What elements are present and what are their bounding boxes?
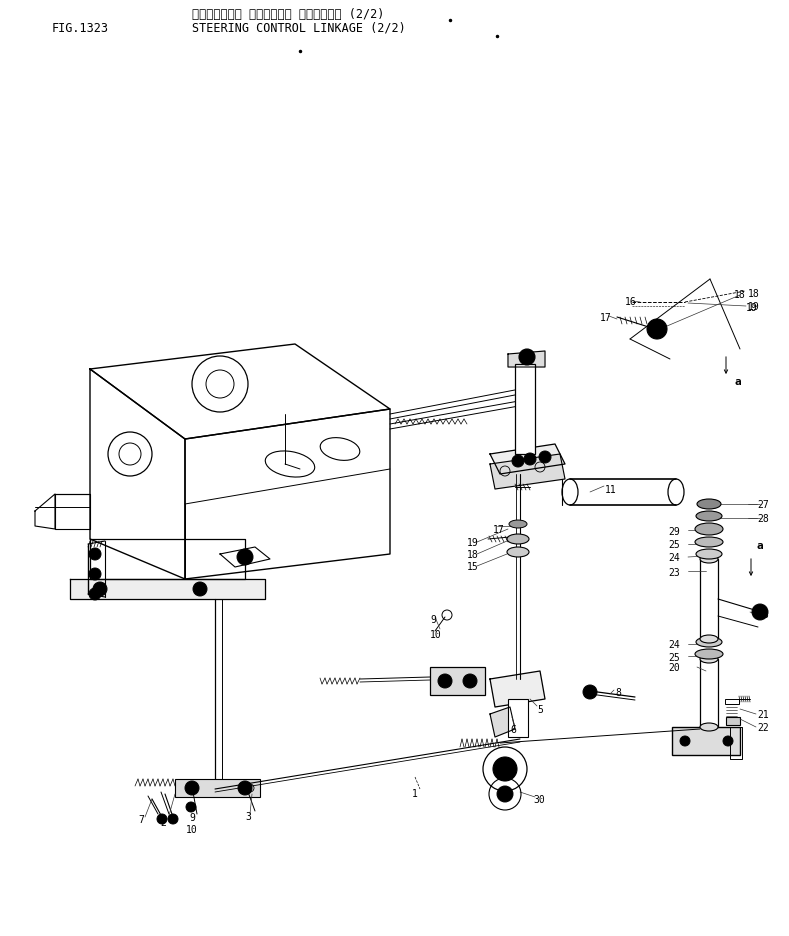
- Ellipse shape: [700, 724, 718, 731]
- Text: STEERING CONTROL LINKAGE (2/2): STEERING CONTROL LINKAGE (2/2): [192, 22, 406, 35]
- Circle shape: [583, 685, 597, 699]
- Ellipse shape: [695, 537, 723, 548]
- Bar: [725, 699, 739, 704]
- Text: 6: 6: [510, 724, 516, 734]
- Text: 3: 3: [245, 812, 251, 821]
- Text: 23: 23: [668, 567, 680, 578]
- Circle shape: [723, 737, 733, 746]
- Ellipse shape: [700, 555, 718, 563]
- Circle shape: [89, 568, 101, 580]
- Bar: [508, 699, 528, 738]
- Text: 27: 27: [757, 500, 768, 509]
- Text: a: a: [735, 376, 742, 387]
- Text: 26: 26: [757, 609, 768, 620]
- Circle shape: [512, 456, 524, 467]
- Bar: [672, 727, 740, 755]
- Circle shape: [157, 814, 167, 824]
- Text: 10: 10: [186, 824, 198, 834]
- Text: ステアリングゝ コントロール リンケージゝ (2/2): ステアリングゝ コントロール リンケージゝ (2/2): [192, 7, 384, 21]
- Text: 22: 22: [757, 723, 768, 732]
- Polygon shape: [90, 539, 245, 579]
- Circle shape: [238, 782, 252, 796]
- Bar: [700, 560, 718, 639]
- Circle shape: [185, 782, 199, 796]
- Circle shape: [186, 802, 196, 812]
- Text: 19: 19: [467, 537, 479, 548]
- Circle shape: [493, 757, 517, 782]
- Polygon shape: [490, 671, 545, 708]
- Text: 18: 18: [735, 289, 746, 300]
- Text: 9: 9: [189, 812, 195, 822]
- Polygon shape: [185, 410, 390, 579]
- Ellipse shape: [697, 500, 721, 509]
- Bar: [700, 659, 718, 727]
- Text: 25: 25: [668, 539, 680, 549]
- Text: 18: 18: [467, 549, 479, 560]
- Circle shape: [89, 548, 101, 561]
- Text: 18: 18: [748, 288, 760, 299]
- Text: 17: 17: [493, 524, 505, 534]
- Text: 17: 17: [600, 313, 611, 323]
- Circle shape: [193, 582, 207, 596]
- Text: 7: 7: [138, 814, 144, 824]
- Ellipse shape: [700, 655, 718, 664]
- Text: FIG.1323: FIG.1323: [52, 22, 109, 35]
- Bar: [726, 717, 740, 725]
- Polygon shape: [90, 344, 390, 440]
- Circle shape: [680, 737, 690, 746]
- Text: 8: 8: [615, 687, 621, 697]
- Circle shape: [463, 674, 477, 688]
- Text: 24: 24: [668, 552, 680, 563]
- Polygon shape: [90, 370, 185, 579]
- Text: 19: 19: [748, 301, 760, 312]
- Ellipse shape: [507, 548, 529, 558]
- Polygon shape: [490, 708, 515, 738]
- Circle shape: [539, 451, 551, 463]
- Polygon shape: [55, 494, 90, 530]
- Text: 20: 20: [668, 663, 680, 672]
- Bar: [175, 779, 260, 797]
- Text: 29: 29: [668, 526, 680, 536]
- Text: 21: 21: [757, 709, 768, 719]
- Ellipse shape: [696, 549, 722, 560]
- Text: 1: 1: [412, 788, 418, 798]
- Text: 30: 30: [533, 794, 544, 804]
- Circle shape: [438, 674, 452, 688]
- Circle shape: [519, 350, 535, 366]
- Circle shape: [237, 549, 253, 565]
- Ellipse shape: [696, 637, 722, 648]
- Ellipse shape: [695, 650, 723, 659]
- Circle shape: [93, 582, 107, 596]
- Text: 9: 9: [430, 614, 436, 624]
- Ellipse shape: [507, 534, 529, 545]
- Polygon shape: [70, 579, 265, 599]
- Circle shape: [524, 454, 536, 465]
- Polygon shape: [490, 455, 565, 490]
- Text: 16: 16: [625, 297, 637, 307]
- Circle shape: [497, 786, 513, 802]
- Text: 10: 10: [430, 629, 442, 639]
- Text: 2: 2: [160, 817, 166, 827]
- Ellipse shape: [509, 520, 527, 529]
- Polygon shape: [508, 352, 545, 368]
- Circle shape: [752, 605, 768, 621]
- Text: 15: 15: [467, 562, 479, 571]
- Text: 28: 28: [757, 514, 768, 523]
- Ellipse shape: [696, 511, 722, 521]
- Circle shape: [168, 814, 178, 824]
- Text: 25: 25: [668, 652, 680, 663]
- Ellipse shape: [695, 523, 723, 535]
- Text: 19: 19: [746, 302, 757, 313]
- Polygon shape: [490, 445, 565, 475]
- Circle shape: [89, 589, 101, 600]
- Bar: [430, 667, 485, 695]
- Text: 5: 5: [537, 704, 543, 714]
- Ellipse shape: [700, 636, 718, 643]
- Bar: [515, 365, 535, 455]
- Text: 11: 11: [605, 485, 617, 494]
- Circle shape: [647, 320, 667, 340]
- Text: a: a: [757, 540, 764, 550]
- Text: 24: 24: [668, 639, 680, 650]
